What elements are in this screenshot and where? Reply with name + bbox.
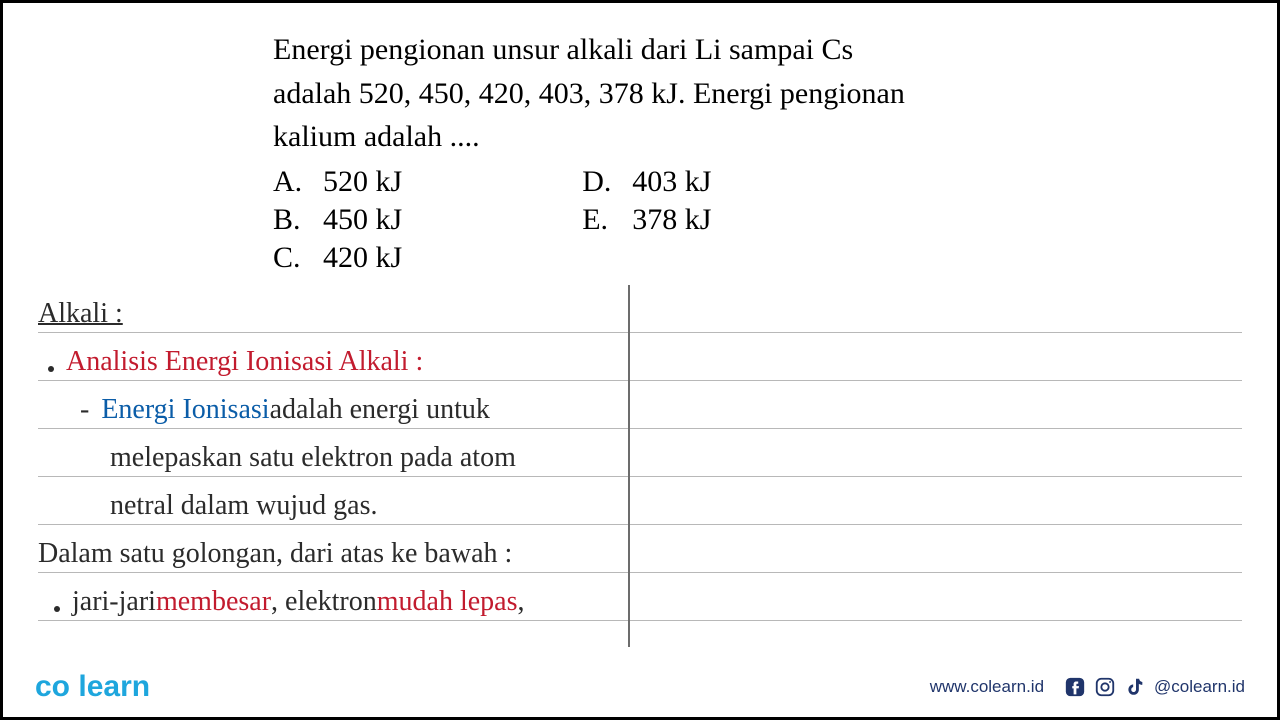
option-c: C.420 kJ xyxy=(273,241,402,275)
option-b: B.450 kJ xyxy=(273,203,402,237)
social-icons: @colearn.id xyxy=(1064,676,1245,698)
note-line: -Energi Ionisasi adalah energi untuk xyxy=(38,381,1242,429)
question-block: Energi pengionan unsur alkali dari Li sa… xyxy=(273,28,1053,275)
question-line: kalium adalah .... xyxy=(273,120,480,153)
colearn-logo: co learn xyxy=(35,670,150,704)
option-d: D.403 kJ xyxy=(582,165,711,199)
note-line: jari-jari membesar, elektron mudah lepas… xyxy=(38,573,1242,621)
note-text: netral dalam wujud gas. xyxy=(110,490,377,522)
note-text: melepaskan satu elektron pada atom xyxy=(110,442,516,474)
bullet-dash: - xyxy=(80,394,89,426)
note-line: Analisis Energi Ionisasi Alkali : xyxy=(38,333,1242,381)
note-text: Alkali : xyxy=(38,298,123,330)
bullet-dot xyxy=(54,606,60,612)
note-line: Dalam satu golongan, dari atas ke bawah … xyxy=(38,525,1242,573)
bullet-dot xyxy=(48,366,54,372)
options-right-column: D.403 kJ E.378 kJ xyxy=(582,165,711,275)
note-text: , elektron xyxy=(271,586,377,618)
note-text: Analisis Energi Ionisasi Alkali : xyxy=(66,346,423,378)
note-text: Energi Ionisasi xyxy=(101,394,269,426)
options-left-column: A.520 kJ B.450 kJ C.420 kJ xyxy=(273,165,402,275)
note-text: adalah energi untuk xyxy=(270,394,490,426)
note-line: melepaskan satu elektron pada atom xyxy=(38,429,1242,477)
options: A.520 kJ B.450 kJ C.420 kJ D.403 kJ E.37… xyxy=(273,165,1053,275)
instagram-icon xyxy=(1094,676,1116,698)
vertical-divider xyxy=(628,285,630,647)
facebook-icon xyxy=(1064,676,1086,698)
note-text: membesar xyxy=(156,586,271,618)
note-line: Alkali : xyxy=(38,285,1242,333)
note-text: jari-jari xyxy=(72,586,156,618)
footer-url: www.colearn.id xyxy=(930,677,1044,697)
note-line: netral dalam wujud gas. xyxy=(38,477,1242,525)
footer-handle: @colearn.id xyxy=(1154,677,1245,697)
footer: co learn www.colearn.id @colearn.id xyxy=(3,657,1277,717)
note-text: Dalam satu golongan, dari atas ke bawah … xyxy=(38,538,512,570)
question-line: Energi pengionan unsur alkali dari Li sa… xyxy=(273,33,853,66)
handwritten-notes: Alkali : Analisis Energi Ionisasi Alkali … xyxy=(38,285,1242,621)
option-e: E.378 kJ xyxy=(582,203,711,237)
tiktok-icon xyxy=(1124,676,1146,698)
question-line: adalah 520, 450, 420, 403, 378 kJ. Energ… xyxy=(273,77,905,110)
note-text: mudah lepas xyxy=(377,586,518,618)
option-a: A.520 kJ xyxy=(273,165,402,199)
note-text: , xyxy=(518,586,525,618)
question-text: Energi pengionan unsur alkali dari Li sa… xyxy=(273,28,1053,159)
footer-right: www.colearn.id @colearn.id xyxy=(930,676,1245,698)
